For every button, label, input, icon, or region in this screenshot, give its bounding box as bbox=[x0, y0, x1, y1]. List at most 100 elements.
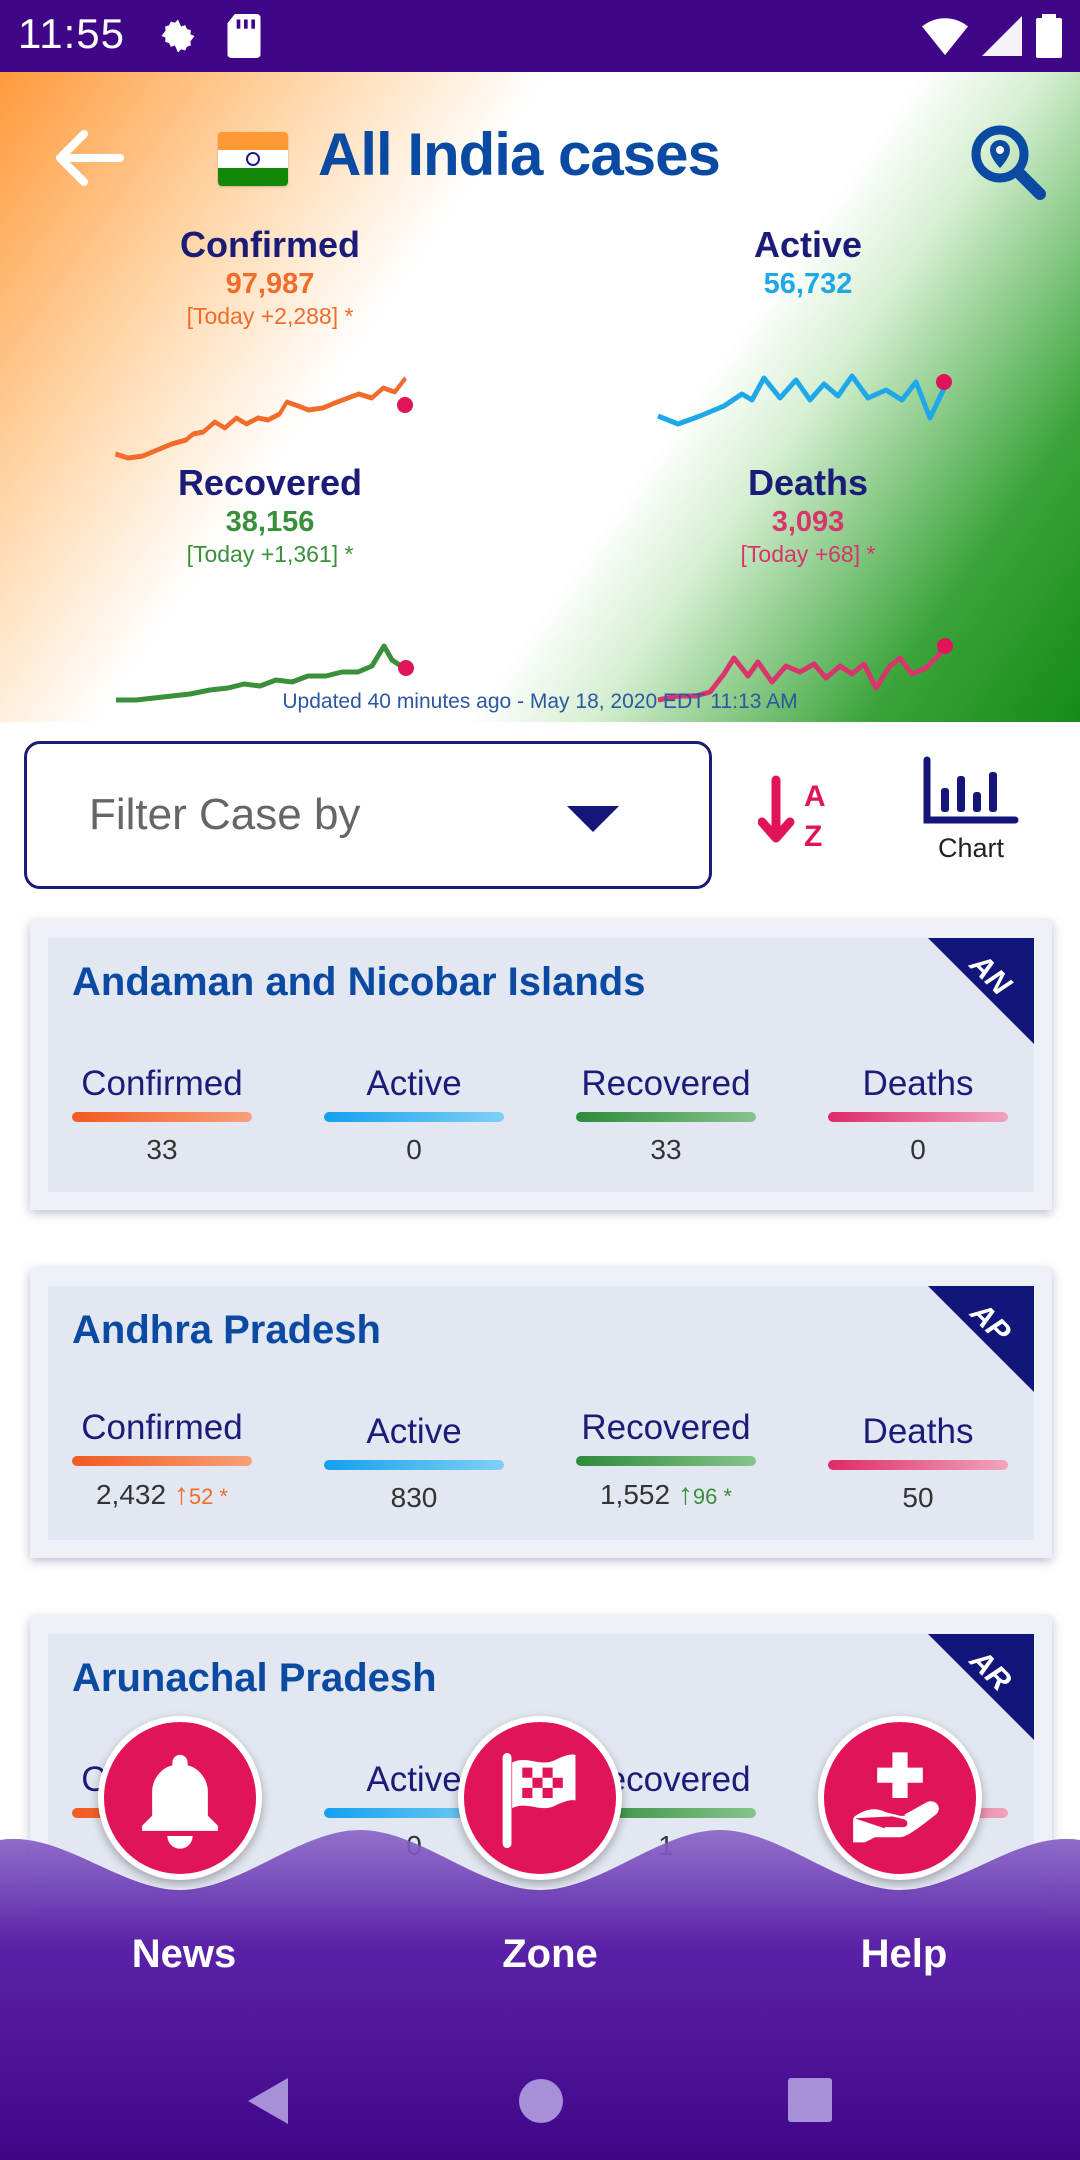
confirmed-bar bbox=[72, 1456, 252, 1466]
stat-value: 3,093 bbox=[771, 506, 845, 538]
recovered-column: Recovered 1,552 ↑96 * bbox=[576, 1408, 756, 1512]
filter-case-dropdown[interactable]: Filter Case by bbox=[24, 741, 712, 889]
column-label: Deaths bbox=[862, 1064, 974, 1103]
state-code-badge: AN bbox=[928, 938, 1034, 1044]
stat-value: 38,156 bbox=[225, 506, 315, 538]
stat-deaths: Deaths 3,093 [Today +68] * bbox=[638, 462, 978, 568]
updated-timestamp: Updated 40 minutes ago - May 18, 2020 ED… bbox=[282, 690, 798, 713]
home-circle-icon[interactable] bbox=[518, 2078, 564, 2124]
stat-value: 97,987 bbox=[225, 268, 315, 300]
arrow-up-icon: ↑ bbox=[173, 1478, 189, 1511]
gear-icon bbox=[161, 19, 195, 53]
stat-label: Active bbox=[753, 224, 863, 265]
recovered-bar bbox=[576, 1808, 756, 1818]
status-time: 11:55 bbox=[18, 10, 125, 57]
recovered-count: 33 bbox=[650, 1134, 682, 1165]
back-triangle-icon[interactable] bbox=[244, 2074, 292, 2128]
recovered-sparkline bbox=[116, 643, 414, 703]
state-card[interactable]: AP Andhra Pradesh Confirmed 2,432 ↑52 * … bbox=[30, 1268, 1052, 1558]
bell-icon bbox=[142, 1754, 218, 1849]
recovered-bar bbox=[576, 1456, 756, 1466]
confirmed-column: Confirmed 2,432 ↑52 * bbox=[72, 1408, 252, 1512]
deaths-column: Deaths 50 bbox=[828, 1412, 1008, 1514]
summary-header: All India cases Confirmed 97,987 [Today … bbox=[0, 72, 1080, 722]
stat-today: [Today +2,288] * bbox=[186, 303, 354, 329]
news-button[interactable] bbox=[98, 1716, 262, 1880]
active-column: Active 0 bbox=[324, 1064, 504, 1166]
back-arrow-icon[interactable] bbox=[52, 128, 124, 188]
sort-az-icon[interactable]: A Z bbox=[758, 772, 838, 852]
state-card[interactable]: AN Andaman and Nicobar Islands Confirmed… bbox=[30, 920, 1052, 1210]
recovered-bar bbox=[576, 1112, 756, 1122]
confirmed-bar bbox=[72, 1112, 252, 1122]
india-flag-icon bbox=[218, 132, 288, 186]
confirmed-count: 2,432 ↑52 * bbox=[72, 1478, 252, 1512]
state-code-badge: AP bbox=[928, 1286, 1034, 1392]
recovered-value: 1,552 bbox=[599, 1479, 671, 1510]
state-code: AN bbox=[963, 947, 1018, 1002]
column-label: Confirmed bbox=[81, 1064, 243, 1103]
stat-today: [Today +68] * bbox=[740, 541, 876, 567]
chart-button[interactable]: Chart bbox=[916, 756, 1026, 876]
column-label: Recovered bbox=[581, 1064, 751, 1103]
chevron-down-icon bbox=[567, 806, 619, 832]
state-code: AP bbox=[963, 1296, 1017, 1350]
deaths-column: Deaths 0 bbox=[828, 1064, 1008, 1166]
active-bar bbox=[324, 1808, 504, 1818]
confirmed-sparkline bbox=[115, 376, 413, 461]
stat-today: [Today +1,361] * bbox=[186, 541, 354, 567]
state-code: AR bbox=[963, 1643, 1018, 1698]
zone-button[interactable] bbox=[458, 1716, 622, 1880]
battery-icon bbox=[1036, 14, 1062, 58]
search-location-icon[interactable] bbox=[968, 122, 1048, 202]
stat-label: Deaths bbox=[747, 462, 869, 503]
active-bar bbox=[324, 1460, 504, 1470]
column-label: Active bbox=[366, 1760, 462, 1799]
signal-icon bbox=[982, 16, 1022, 56]
status-bar: 11:55 bbox=[0, 0, 1080, 72]
nav-label-news[interactable]: News bbox=[131, 1932, 237, 1976]
recovered-delta: 96 * bbox=[692, 1484, 732, 1509]
stat-active: Active 56,732 bbox=[638, 224, 978, 301]
recents-square-icon[interactable] bbox=[786, 2076, 834, 2124]
stat-confirmed: Confirmed 97,987 [Today +2,288] * bbox=[100, 224, 440, 330]
arrow-up-icon: ↑ bbox=[677, 1478, 693, 1511]
filter-placeholder: Filter Case by bbox=[89, 790, 361, 839]
medical-hand-icon bbox=[853, 1752, 939, 1843]
help-button[interactable] bbox=[818, 1716, 982, 1880]
nav-label-zone[interactable]: Zone bbox=[502, 1932, 598, 1976]
active-bar bbox=[324, 1112, 504, 1122]
stat-label: Recovered bbox=[177, 462, 363, 503]
confirmed-column: Confirmed 33 bbox=[72, 1064, 252, 1166]
svg-text:A: A bbox=[804, 780, 826, 813]
column-label: Recovered bbox=[581, 1408, 751, 1447]
confirmed-value: 2,432 bbox=[95, 1479, 167, 1510]
active-count: 830 bbox=[390, 1482, 438, 1513]
column-label: Active bbox=[366, 1064, 462, 1103]
checkered-flag-icon bbox=[502, 1753, 576, 1849]
wifi-icon bbox=[922, 18, 968, 56]
column-label: Active bbox=[366, 1412, 462, 1451]
column-label: Deaths bbox=[862, 1412, 974, 1451]
deaths-bar bbox=[828, 1112, 1008, 1122]
bar-chart-icon bbox=[923, 756, 1019, 824]
card-body: AP Andhra Pradesh Confirmed 2,432 ↑52 * … bbox=[48, 1286, 1034, 1540]
nav-label-help[interactable]: Help bbox=[860, 1932, 948, 1976]
bottom-nav-wave bbox=[0, 1830, 1080, 2160]
active-column: Active 830 bbox=[324, 1412, 504, 1514]
confirmed-delta: 52 * bbox=[188, 1484, 228, 1509]
chart-label: Chart bbox=[937, 833, 1005, 863]
recovered-count: 1,552 ↑96 * bbox=[576, 1478, 756, 1512]
recovered-column: Recovered 33 bbox=[576, 1064, 756, 1166]
column-label: Confirmed bbox=[81, 1408, 243, 1447]
page-title: All India cases bbox=[318, 121, 721, 188]
deaths-count: 50 bbox=[902, 1482, 934, 1513]
svg-text:Z: Z bbox=[804, 820, 822, 852]
active-sparkline bbox=[657, 373, 952, 427]
stat-recovered: Recovered 38,156 [Today +1,361] * bbox=[100, 462, 440, 568]
stat-label: Confirmed bbox=[180, 224, 360, 265]
deaths-count: 0 bbox=[910, 1134, 926, 1165]
state-name: Arunachal Pradesh bbox=[72, 1656, 437, 1700]
system-navigation-bar bbox=[0, 2010, 1080, 2160]
active-count: 0 bbox=[406, 1134, 422, 1165]
